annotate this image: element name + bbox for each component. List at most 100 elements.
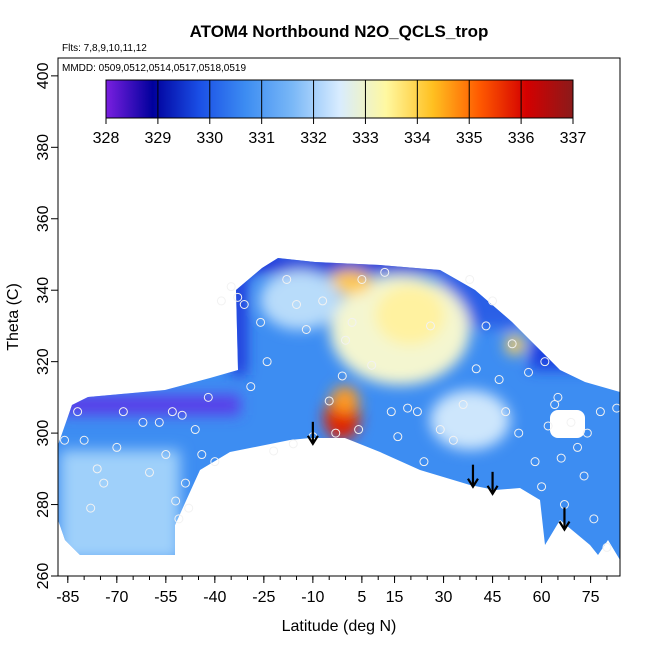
chart-title: ATOM4 Northbound N2O_QCLS_trop (190, 22, 489, 41)
observation-point (589, 514, 599, 524)
observation-point (602, 542, 612, 552)
observation-point (403, 403, 413, 413)
observation-point (386, 407, 396, 417)
colorbar-tick-label: 334 (404, 130, 431, 147)
arrow-head (486, 485, 499, 496)
field-band-light (60, 450, 180, 560)
arrow-head (467, 478, 479, 489)
observation-point (246, 382, 256, 392)
observation-point (458, 400, 468, 410)
x-tick-label: 60 (533, 589, 551, 606)
field-dark-rim-top (235, 258, 445, 273)
observation-point (210, 457, 220, 467)
observation-point (167, 407, 177, 417)
colorbar-tick-label: 331 (248, 130, 275, 147)
observation-point (612, 403, 620, 413)
observation-point (171, 496, 181, 506)
colorbar-tick-label: 330 (196, 130, 223, 147)
observation-point (161, 450, 171, 460)
field-yellow-core (375, 285, 445, 345)
observation-point (347, 317, 357, 327)
colorbar-tick-label: 328 (93, 130, 120, 147)
y-tick-label: 260 (35, 563, 52, 590)
observation-point (86, 503, 96, 513)
y-tick-label: 320 (35, 348, 52, 375)
y-axis-label: Theta (C) (5, 283, 22, 351)
observation-point (556, 453, 566, 463)
observation-point (471, 364, 481, 374)
colorbar-tick-label: 337 (560, 130, 587, 147)
field-light-mid (260, 270, 340, 330)
observation-point (154, 417, 164, 427)
observation-point (354, 425, 364, 435)
observation-point (233, 292, 243, 302)
colorbar-tick-label: 329 (145, 130, 172, 147)
observation-point (262, 357, 272, 367)
colorbar-tick-label: 332 (300, 130, 327, 147)
observation-point (573, 442, 583, 452)
observation-point (318, 296, 328, 306)
plot-frame (57, 57, 621, 577)
x-tick-label: -25 (252, 589, 275, 606)
observation-point (269, 446, 279, 456)
observation-point (184, 503, 194, 513)
observation-point (177, 410, 187, 420)
x-axis: -85 -70 -55 -40 -25 -10 5 15 30 45 60 75 (56, 576, 608, 606)
y-tick-label: 380 (35, 134, 52, 161)
colorbar-gradient (105, 79, 574, 119)
x-tick-label: -40 (203, 589, 226, 606)
x-tick-label: 15 (386, 589, 404, 606)
observation-point (112, 442, 122, 452)
observation-point (282, 274, 292, 284)
observation-point (579, 471, 589, 481)
observation-point (595, 407, 605, 417)
x-tick-label: -70 (105, 589, 128, 606)
observation-point (144, 467, 154, 477)
observation-point (566, 417, 576, 427)
x-axis-label: Latitude (deg N) (282, 618, 397, 635)
observation-point (553, 392, 563, 402)
observation-point (465, 274, 475, 284)
observation-point (216, 296, 226, 306)
observation-point (337, 371, 347, 381)
observation-point (79, 435, 89, 445)
y-tick-label: 360 (35, 205, 52, 232)
observation-point (256, 317, 266, 327)
y-axis: 260 280 300 320 340 360 380 400 (35, 62, 58, 589)
observation-point (118, 407, 128, 417)
observation-point (543, 421, 553, 431)
field-dark-rim-left (60, 395, 240, 415)
observation-point (488, 296, 498, 306)
x-tick-label: -55 (154, 589, 177, 606)
observation-point (530, 457, 540, 467)
observation-point (448, 435, 458, 445)
field-orange-halo (331, 386, 359, 414)
arrows (306, 421, 571, 532)
observation-point (435, 425, 445, 435)
observation-point (92, 464, 102, 474)
observation-point (537, 482, 547, 492)
observation-point (288, 439, 298, 449)
arrow-head (306, 435, 319, 446)
y-tick-label: 280 (35, 491, 52, 518)
observation-point (524, 367, 534, 377)
field-dark-rim-col (232, 265, 246, 375)
observation-point (138, 417, 148, 427)
colorbar: 328 329 330 331 332 333 334 335 336 337 (93, 79, 587, 147)
x-tick-label: -85 (56, 589, 79, 606)
observation-point (540, 357, 550, 367)
colorbar-tick-label: 336 (508, 130, 535, 147)
observation-point (341, 335, 351, 345)
observation-point (501, 407, 511, 417)
observation-point (180, 478, 190, 488)
observation-point (190, 425, 200, 435)
flights-note: Flts: 7,8,9,10,11,12 (62, 43, 147, 54)
observation-point (425, 321, 435, 331)
observation-point (357, 274, 367, 284)
observation-point (582, 428, 592, 438)
observation-point (292, 299, 302, 309)
observation-point (203, 392, 213, 402)
observation-point (550, 400, 560, 410)
observation-point (481, 321, 491, 331)
observation-point (174, 514, 184, 524)
